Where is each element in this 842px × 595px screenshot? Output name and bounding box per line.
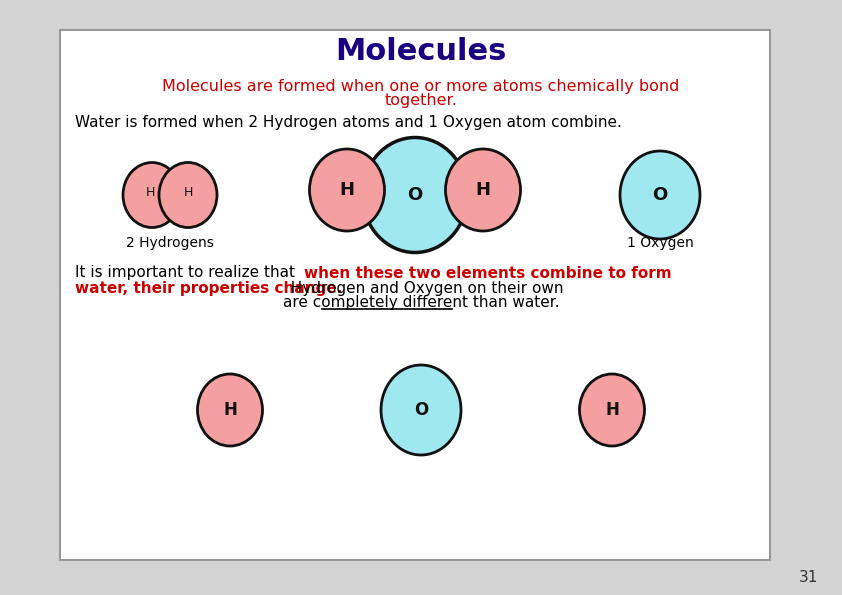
Ellipse shape [123, 162, 181, 227]
Text: H: H [146, 186, 155, 199]
Text: are completely different than water.: are completely different than water. [283, 296, 559, 311]
FancyBboxPatch shape [60, 30, 770, 560]
Ellipse shape [310, 149, 385, 231]
Text: H: H [339, 181, 354, 199]
Text: Hydrogen and Oxygen on their own: Hydrogen and Oxygen on their own [281, 280, 563, 296]
Text: O: O [408, 186, 423, 204]
Ellipse shape [198, 374, 263, 446]
Ellipse shape [363, 137, 467, 252]
Text: when these two elements combine to form: when these two elements combine to form [304, 265, 672, 280]
Text: H: H [476, 181, 491, 199]
Ellipse shape [620, 151, 700, 239]
Text: Molecules are formed when one or more atoms chemically bond: Molecules are formed when one or more at… [163, 79, 679, 93]
Text: O: O [414, 401, 428, 419]
Ellipse shape [159, 162, 217, 227]
Ellipse shape [579, 374, 644, 446]
Ellipse shape [445, 149, 520, 231]
Ellipse shape [381, 365, 461, 455]
Text: 1 Oxygen: 1 Oxygen [626, 236, 693, 250]
Text: H: H [184, 186, 193, 199]
Text: H: H [605, 401, 619, 419]
Text: O: O [653, 186, 668, 204]
Text: H: H [223, 401, 237, 419]
Text: It is important to realize that: It is important to realize that [75, 265, 300, 280]
Text: water, their properties change.: water, their properties change. [75, 280, 343, 296]
Text: Molecules: Molecules [335, 37, 507, 67]
Text: 2 Hydrogens: 2 Hydrogens [126, 236, 214, 250]
Text: 31: 31 [798, 569, 818, 584]
Text: together.: together. [385, 93, 457, 108]
Text: Water is formed when 2 Hydrogen atoms and 1 Oxygen atom combine.: Water is formed when 2 Hydrogen atoms an… [75, 115, 622, 130]
